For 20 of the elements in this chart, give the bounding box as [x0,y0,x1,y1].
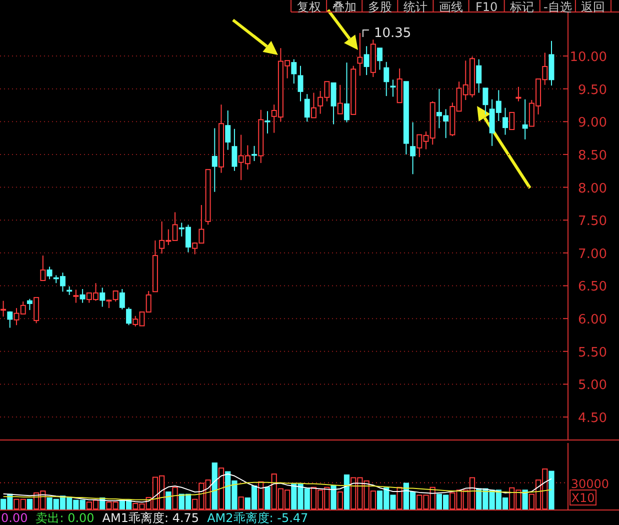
text: 卖出: 0.00 [36,511,94,525]
y-tick-label: 8.00 [578,181,607,196]
y-tick-label: 8.50 [578,148,607,164]
text: AM1乖离度: 4.75 [102,511,200,525]
y-tick-label: 7.00 [578,246,607,262]
text: 0.00 [1,511,28,525]
y-tick-label: 9.50 [578,82,607,98]
y-tick-label: 5.00 [578,378,607,394]
y-tick-label: 4.50 [578,411,607,426]
y-tick-label: 9.00 [578,116,607,131]
y-tick-label: 6.00 [578,312,607,328]
y-tick-label: 10.00 [570,50,607,66]
menu: 复权 叠加 多股 统计 画线 F10 标记 -自选 返回 [290,0,619,14]
annotation: 10.35 [374,26,412,42]
y-tick-label: 6.50 [578,280,607,295]
text: 30000 [570,476,609,491]
y-tick-label: 5.50 [578,345,607,360]
text: AM2乖离度: -5.47 [207,511,308,525]
text: X10 [571,491,595,505]
y-tick-label: 7.50 [578,214,607,230]
